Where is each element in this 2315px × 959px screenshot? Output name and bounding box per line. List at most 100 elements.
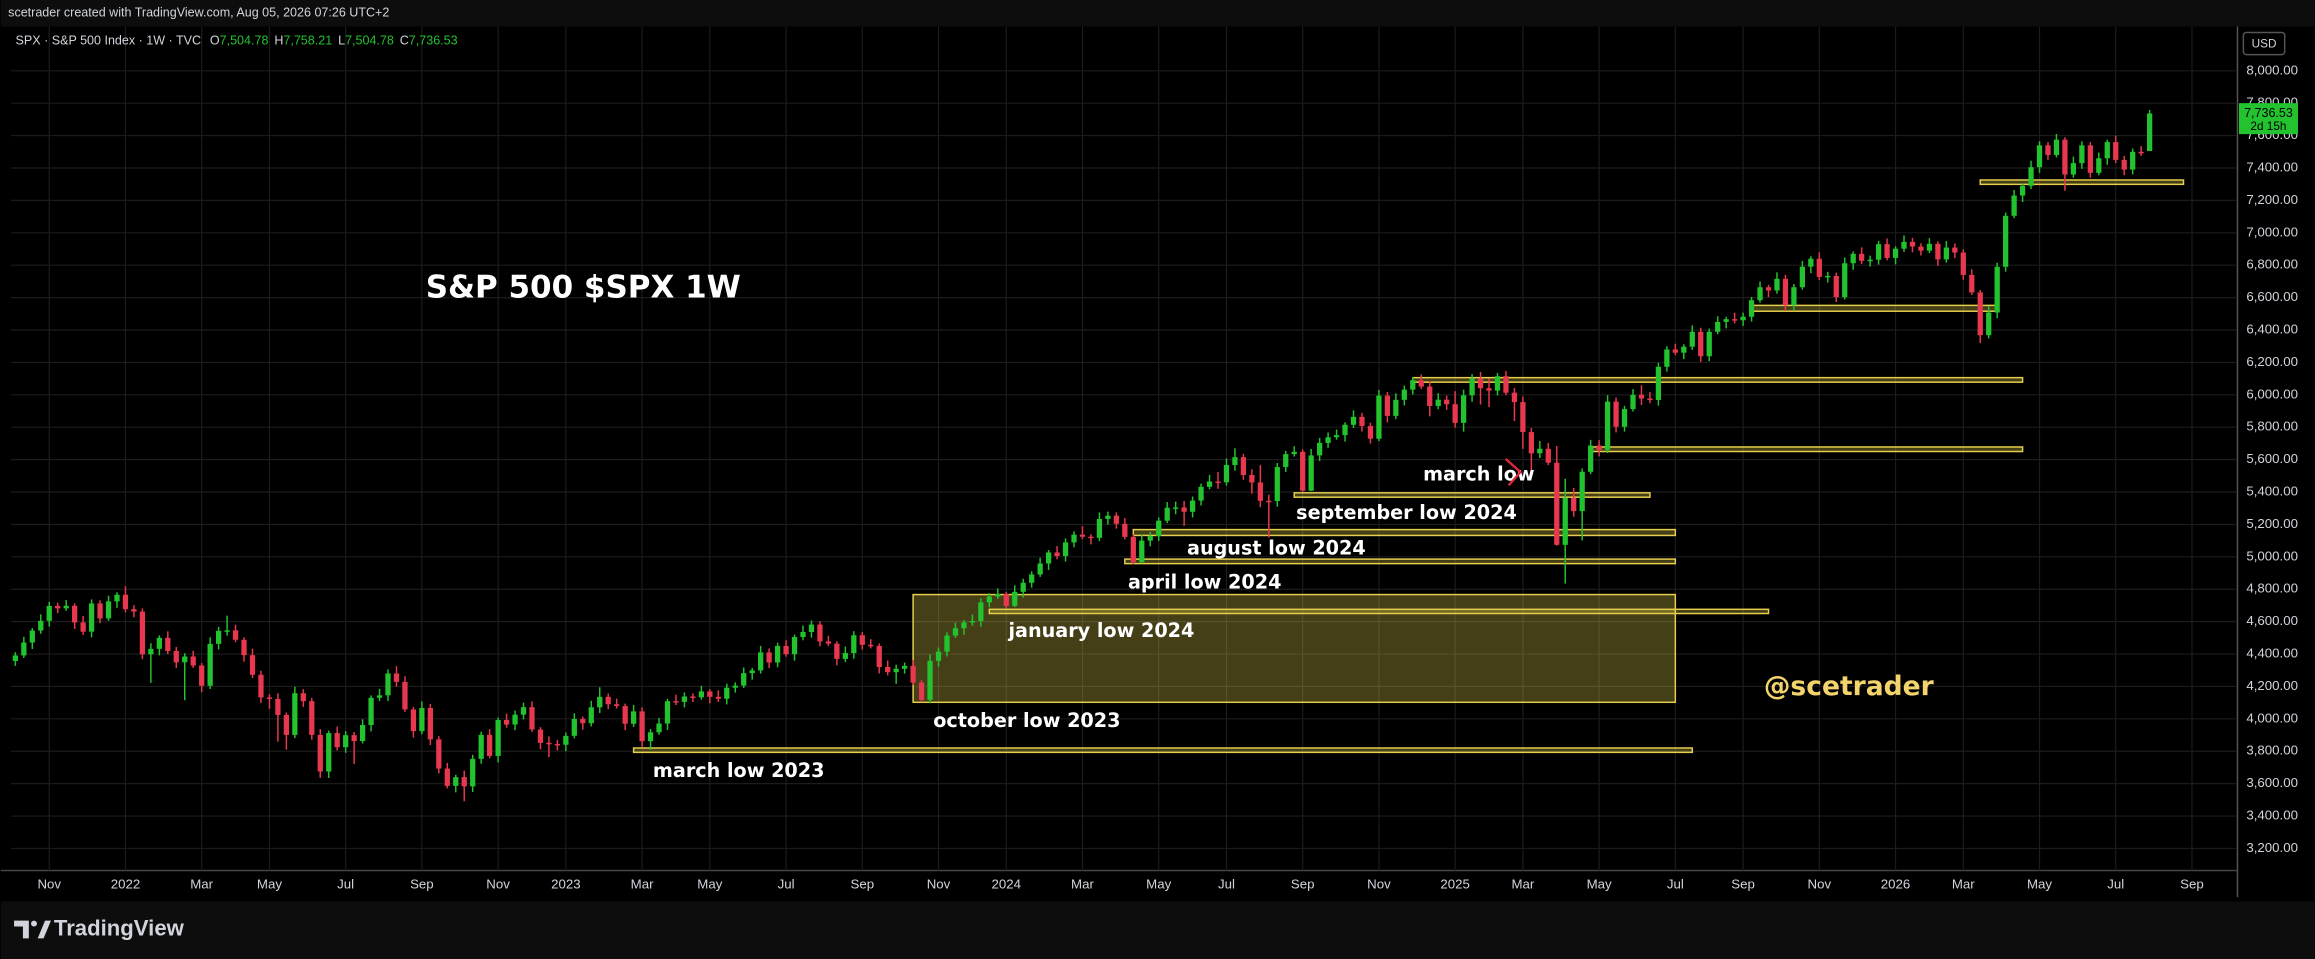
x-tick-label: Sep — [1291, 877, 1315, 892]
candle-body — [1579, 471, 1585, 512]
candle-body — [1918, 246, 1924, 251]
candle-body — [1088, 536, 1094, 539]
x-tick-label: Mar — [190, 877, 213, 892]
candle-body — [969, 620, 976, 623]
candle-body — [986, 596, 992, 603]
footer-bar — [0, 901, 2315, 959]
candle-body — [2096, 158, 2102, 173]
candle-body — [2003, 215, 2009, 267]
candle-body — [715, 696, 721, 699]
y-tick-label: 3,600.00 — [2246, 775, 2298, 790]
candle-body — [1384, 395, 1391, 416]
annotation: september low 2024 — [1296, 501, 1517, 524]
candle-body — [1003, 594, 1009, 606]
candle-body — [1410, 380, 1416, 390]
candle-body — [1317, 442, 1323, 456]
candle-body — [647, 732, 654, 742]
candle-body — [1418, 380, 1424, 387]
candle-body — [1037, 563, 1043, 575]
candle-body — [664, 701, 671, 724]
annotation: august low 2024 — [1187, 536, 1366, 559]
x-tick-label: May — [257, 877, 282, 892]
candle-body — [639, 711, 645, 742]
candle-body — [2104, 142, 2110, 159]
candle-body — [656, 723, 662, 733]
annotation: october low 2023 — [933, 709, 1120, 732]
candle-body — [1901, 241, 1907, 249]
legend-item: 7,758.21 — [283, 34, 332, 48]
y-tick-label: 4,200.00 — [2246, 678, 2298, 693]
legend-item: 7,504.78 — [220, 34, 269, 48]
candle-body — [563, 735, 569, 745]
candle-body — [1545, 448, 1551, 463]
candle-body — [1215, 481, 1221, 483]
candle-body — [1740, 316, 1746, 321]
candle-body — [1350, 416, 1357, 425]
candle-body — [537, 729, 544, 743]
candle-body — [749, 670, 755, 674]
candle-body — [1528, 432, 1534, 454]
support-zone — [912, 593, 1677, 704]
candle-body — [1689, 331, 1695, 347]
candle-body — [1122, 523, 1128, 537]
candle-body — [1045, 552, 1052, 564]
candle-body — [309, 701, 315, 735]
candle-body — [842, 653, 848, 659]
candle-body — [1266, 500, 1272, 503]
candle-body — [1164, 507, 1170, 521]
y-tick-label: 7,200.00 — [2246, 192, 2298, 207]
candle-body — [1520, 402, 1526, 433]
candle-body — [2019, 185, 2026, 196]
x-tick-label: Jul — [1667, 877, 1684, 892]
x-tick-label: Mar — [1511, 877, 1534, 892]
candle-body — [681, 696, 688, 702]
candle-body — [630, 711, 637, 724]
candle-body — [766, 652, 772, 663]
support-zone — [1979, 179, 2185, 186]
x-tick-label: Mar — [1952, 877, 1975, 892]
countdown: 2d 15h — [2250, 119, 2286, 133]
candle-body — [1909, 241, 1916, 247]
candle-body — [2045, 145, 2051, 156]
header-bar — [0, 0, 2315, 27]
candle-body — [961, 622, 967, 629]
candle-body — [258, 674, 264, 698]
chart-title: S&P 500 $SPX 1W — [426, 270, 741, 306]
candle-body — [224, 630, 230, 632]
candle-body — [393, 673, 400, 682]
candle-body — [1206, 481, 1213, 487]
candle-body — [351, 735, 357, 742]
candle-body — [461, 777, 467, 787]
candle-body — [453, 777, 459, 786]
candle-body — [1444, 399, 1450, 405]
candle-body — [122, 594, 129, 610]
candle-body — [1748, 300, 1755, 317]
candle-body — [1469, 378, 1475, 396]
candle-body — [29, 630, 35, 643]
candle-body — [834, 643, 840, 659]
candle-body — [859, 635, 865, 645]
candle-body — [893, 668, 899, 673]
candle-body — [817, 624, 823, 642]
candle-body — [741, 673, 747, 686]
candle-body — [38, 620, 44, 631]
candle-body — [1875, 244, 1882, 260]
candle-body — [1630, 394, 1636, 410]
candle-body — [1613, 401, 1619, 427]
candle-body — [1850, 253, 1856, 264]
candle-body — [63, 605, 69, 609]
candle-body — [791, 637, 798, 655]
plot-area: Nov 2022 Mar May Jul Sep Nov 2023 Mar May Jul Sep No… — [11, 26, 2298, 892]
candle-body — [1359, 416, 1365, 426]
candle-body — [902, 665, 908, 669]
candle-body — [131, 609, 137, 612]
candle-body — [614, 704, 620, 707]
candle-body — [1232, 457, 1238, 465]
logo-mark — [31, 920, 37, 927]
candle-body — [1325, 437, 1331, 443]
candle-body — [1096, 518, 1103, 538]
candle-body — [868, 644, 874, 647]
support-zone — [1750, 304, 1998, 312]
